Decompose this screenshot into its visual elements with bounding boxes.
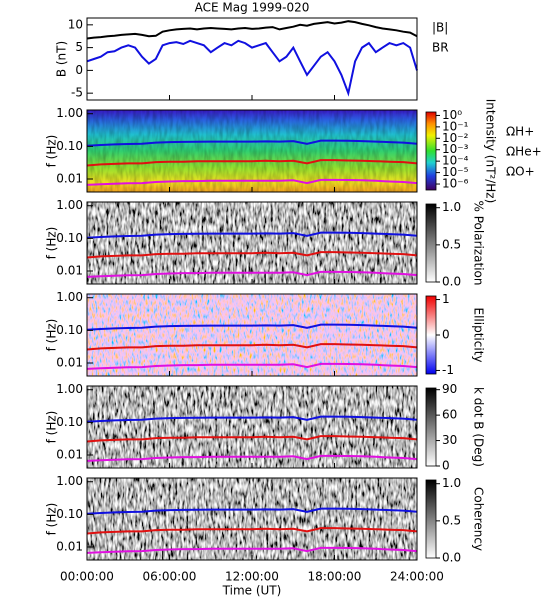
- spectrogram-image: [87, 478, 417, 560]
- legend-entry: ΩO+: [506, 165, 535, 179]
- y-tick-label: 0.10: [56, 323, 83, 337]
- colorbar-tick-label: 10⁻³: [442, 142, 469, 156]
- colorbar: [425, 387, 437, 467]
- y-tick-label: 5: [75, 40, 83, 54]
- colorbar-tick-label: 10⁰: [442, 108, 462, 122]
- gyrofrequency-line: [86, 415, 418, 423]
- colorbar-tick-label: 0: [442, 328, 450, 342]
- gyrofrequency-line: [86, 527, 418, 535]
- y-tick-label: -5: [71, 86, 83, 100]
- spectrogram-image: [87, 294, 417, 376]
- y-tick-label: 1.00: [56, 198, 83, 212]
- y-tick-label: 1.00: [56, 290, 83, 304]
- gyrofrequency-line: [86, 270, 418, 278]
- y-axis-label: f (Hz): [45, 319, 59, 352]
- y-tick-label: 0.01: [56, 264, 83, 278]
- gyrofrequency-line: [86, 343, 418, 351]
- gyrofrequency-line: [86, 454, 418, 462]
- y-tick-label: 1.00: [56, 382, 83, 396]
- colorbar-label: Intensity (nT²/Hz): [484, 99, 498, 204]
- colorbar-tick-label: 10⁻¹: [442, 119, 469, 133]
- colorbar: [425, 203, 437, 283]
- gyrofrequency-line: [86, 323, 418, 331]
- y-tick-label: 0.01: [56, 172, 83, 186]
- y-axis-label: f (Hz): [45, 227, 59, 260]
- x-tick-label: 18:00:00: [308, 570, 362, 584]
- y-tick-label: 10: [68, 17, 83, 31]
- colorbar-tick-label: 0.5: [442, 237, 461, 251]
- y-tick-label: 0.01: [56, 540, 83, 554]
- y-axis-label: f (Hz): [45, 411, 59, 444]
- colorbar-tick-label: 0.0: [442, 275, 461, 289]
- colorbar-label: Coherency: [472, 487, 486, 551]
- colorbar-tick-label: 1.0: [442, 476, 461, 490]
- gyrofrequency-line: [86, 507, 418, 515]
- colorbar-tick-label: 60: [442, 408, 457, 422]
- chart-title: ACE Mag 1999-020: [195, 1, 310, 15]
- gyrofrequency-line: [86, 435, 418, 443]
- colorbar-tick-label: 10⁻⁴: [442, 154, 469, 168]
- y-tick-label: 0.10: [56, 415, 83, 429]
- colorbar-tick-label: 0.5: [442, 513, 461, 527]
- y-tick-label: 0.01: [56, 448, 83, 462]
- colorbar-label: % Polarization: [472, 201, 486, 286]
- gyrofrequency-line: [86, 546, 418, 554]
- colorbar-label: k dot B (Deg): [472, 387, 486, 467]
- y-tick-label: 0: [75, 63, 83, 77]
- y-tick-label: 0.10: [56, 507, 83, 521]
- colorbar-tick-label: 1: [442, 292, 450, 306]
- y-axis-label: B (nT): [55, 41, 69, 77]
- spectrogram-image: [87, 202, 417, 284]
- y-tick-label: 0.10: [56, 139, 83, 153]
- series-line: [86, 39, 418, 97]
- x-tick-label: 12:00:00: [225, 570, 279, 584]
- y-tick-label: 1.00: [56, 106, 83, 120]
- y-tick-label: 0.01: [56, 356, 83, 370]
- colorbar-tick-label: 10⁻⁵: [442, 165, 469, 179]
- colorbar: [425, 479, 437, 559]
- gyrofrequency-line: [86, 251, 418, 259]
- colorbar-tick-label: 0.0: [442, 551, 461, 565]
- colorbar: [425, 111, 437, 191]
- gyrofrequency-line: [86, 178, 418, 186]
- colorbar: [425, 295, 437, 375]
- colorbar-tick-label: 1.0: [442, 200, 461, 214]
- series-line: [86, 20, 418, 40]
- plot-frame: [86, 17, 418, 101]
- x-axis-label: Time (UT): [222, 584, 282, 598]
- y-tick-label: 1.00: [56, 474, 83, 488]
- gyrofrequency-line: [86, 362, 418, 370]
- gyrofrequency-line: [86, 159, 418, 167]
- legend-entry: ΩHe+: [506, 145, 542, 159]
- colorbar-tick-label: -1: [442, 363, 454, 377]
- colorbar-tick-label: 90: [442, 382, 457, 396]
- spectrogram-image: [87, 386, 417, 468]
- colorbar-tick-label: 10⁻⁶: [442, 177, 469, 191]
- spectrogram-texture: [87, 110, 417, 192]
- colorbar-label: Ellipticity: [472, 308, 486, 363]
- gyrofrequency-line: [86, 231, 418, 239]
- legend-entry: |B|: [432, 21, 448, 35]
- colorbar-tick-label: 0: [442, 459, 450, 473]
- x-tick-label: 06:00:00: [143, 570, 197, 584]
- legend-entry: BR: [432, 41, 449, 55]
- y-tick-label: 0.10: [56, 231, 83, 245]
- colorbar-tick-label: 10⁻²: [442, 131, 469, 145]
- x-tick-label: 24:00:00: [390, 570, 444, 584]
- x-tick-label: 00:00:00: [60, 570, 114, 584]
- colorbar-tick-label: 30: [442, 433, 457, 447]
- y-axis-label: f (Hz): [45, 135, 59, 168]
- legend-entry: ΩH+: [506, 125, 534, 139]
- y-axis-label: f (Hz): [45, 503, 59, 536]
- gyrofrequency-line: [86, 139, 418, 147]
